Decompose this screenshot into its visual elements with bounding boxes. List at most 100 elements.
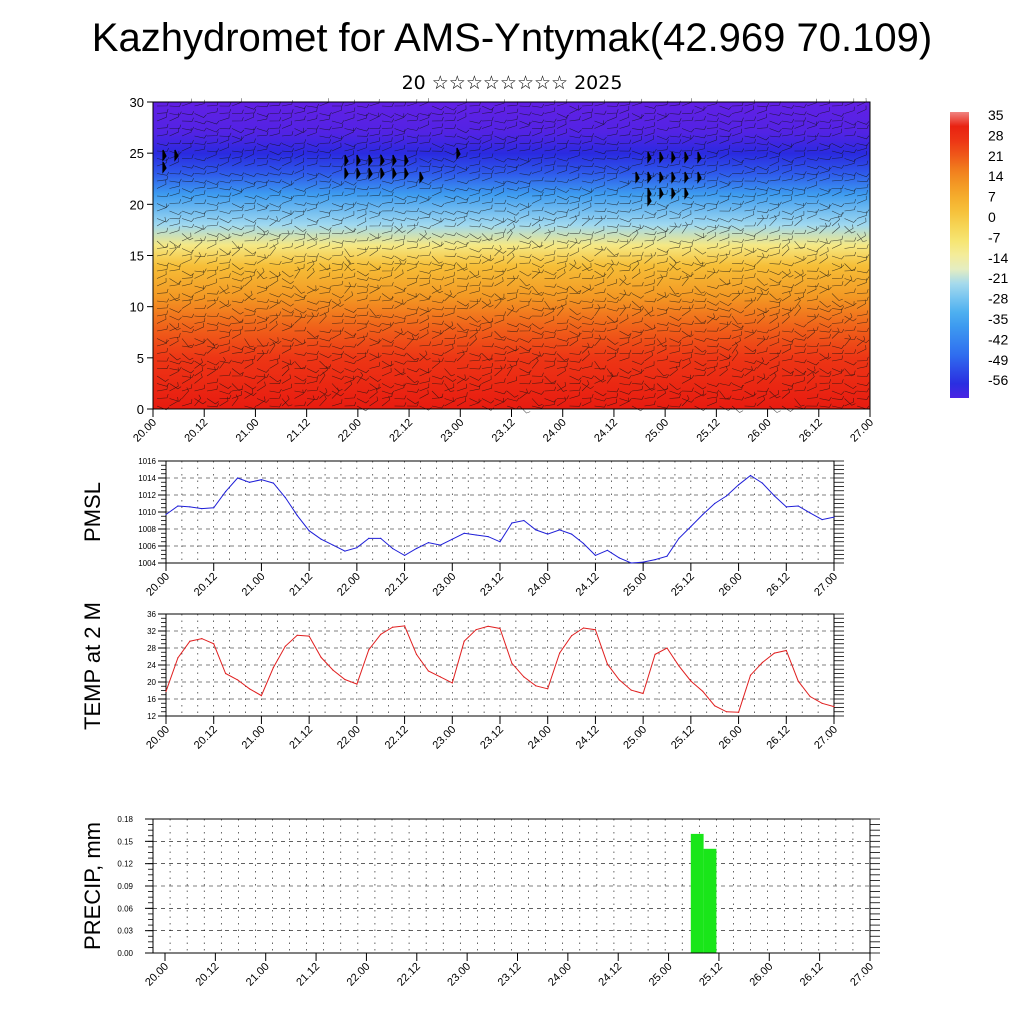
wind-barb xyxy=(319,343,332,348)
wind-barb xyxy=(581,255,594,263)
wind-barb xyxy=(606,393,619,399)
wind-flag xyxy=(659,187,664,200)
pmsl-point xyxy=(487,536,489,538)
temp-point xyxy=(487,625,489,627)
precip-ytick-label: 0.00 xyxy=(117,949,133,958)
xs-xtick-label: 20.00 xyxy=(131,417,159,445)
wind-barb xyxy=(219,371,231,377)
wind-barb xyxy=(681,146,694,152)
wind-barb xyxy=(569,151,580,159)
wind-barb xyxy=(381,102,394,107)
wind-barb xyxy=(219,322,232,327)
wind-barb xyxy=(294,139,307,144)
wind-barb xyxy=(456,363,469,369)
wind-barb xyxy=(306,395,315,407)
wind-barb xyxy=(556,366,566,377)
wind-barb xyxy=(719,307,732,312)
xs-ytick-label: 0 xyxy=(137,402,144,417)
wind-barb xyxy=(619,374,632,379)
wind-barb xyxy=(169,210,182,216)
wind-barb xyxy=(619,278,631,286)
wind-barb xyxy=(506,345,519,352)
wind-barb xyxy=(706,130,718,137)
temp-point xyxy=(248,688,251,690)
wind-barb xyxy=(706,349,719,354)
wind-barb xyxy=(694,262,707,267)
wind-barb xyxy=(469,383,482,388)
wind-barb xyxy=(169,333,181,339)
wind-barb xyxy=(506,143,517,152)
wind-barb xyxy=(769,299,782,304)
wind-barb xyxy=(294,313,303,324)
wind-barb xyxy=(219,179,232,184)
wind-barb xyxy=(656,337,667,347)
wind-barb xyxy=(619,263,632,268)
wind-barb xyxy=(644,400,656,407)
wind-barb xyxy=(406,167,418,174)
wind-barb xyxy=(406,318,419,324)
wind-barb xyxy=(506,338,520,342)
wind-barb xyxy=(156,325,168,332)
wind-barb xyxy=(181,250,193,257)
wind-barb xyxy=(381,321,395,326)
wind-barb xyxy=(294,257,306,264)
wind-barb xyxy=(181,128,192,137)
wind-barb xyxy=(244,105,257,110)
wind-barb xyxy=(506,390,519,398)
wind-barb xyxy=(169,102,182,107)
wind-barb xyxy=(531,158,542,167)
wind-barb xyxy=(306,285,317,294)
wind-barb xyxy=(444,174,455,182)
wind-barb xyxy=(406,309,418,317)
wind-barb xyxy=(594,297,607,302)
wind-barb xyxy=(544,270,557,276)
wind-barb xyxy=(731,117,744,122)
wind-barb xyxy=(856,338,870,344)
wind-barb xyxy=(619,147,632,152)
wind-barb xyxy=(469,126,482,131)
wind-barb xyxy=(294,389,304,399)
wind-barb xyxy=(306,330,319,338)
pmsl-xtick-label: 26.00 xyxy=(717,571,745,599)
wind-barb xyxy=(169,265,181,272)
xs-ytick-label: 30 xyxy=(130,95,144,110)
wind-barb xyxy=(594,397,607,402)
wind-barb xyxy=(619,289,627,302)
wind-barb xyxy=(344,255,355,265)
wind-barb xyxy=(306,350,319,355)
wind-barb xyxy=(819,334,831,339)
wind-barb xyxy=(419,314,429,324)
temp-point xyxy=(726,711,728,713)
wind-barb xyxy=(656,293,670,298)
wind-barb xyxy=(619,239,629,249)
wind-barb xyxy=(244,326,257,332)
wind-barb xyxy=(156,192,169,197)
wind-barb xyxy=(394,259,402,272)
wind-barb xyxy=(494,187,504,197)
wind-barb xyxy=(606,259,614,272)
wind-barb xyxy=(706,362,718,369)
xs-xtick-label: 22.12 xyxy=(387,417,415,445)
wind-barb xyxy=(831,143,845,149)
wind-barb xyxy=(231,299,245,304)
wind-barb xyxy=(644,148,657,153)
wind-barb xyxy=(506,274,519,279)
wind-barb xyxy=(219,153,231,159)
wind-barb xyxy=(706,253,720,258)
temp-point xyxy=(618,679,620,681)
wind-barb xyxy=(256,242,268,249)
wind-barb xyxy=(331,299,341,309)
wind-barb xyxy=(281,219,293,227)
temp-point xyxy=(260,695,262,697)
wind-barb xyxy=(794,189,806,197)
wind-barb xyxy=(506,304,515,317)
wind-barb xyxy=(519,270,532,277)
wind-barb xyxy=(356,143,367,152)
wind-barb xyxy=(619,180,632,185)
wind-barb xyxy=(481,204,493,212)
wind-barb xyxy=(569,165,580,174)
wind-barb xyxy=(594,99,605,107)
wind-barb xyxy=(656,227,668,234)
wind-barb xyxy=(731,325,743,332)
wind-barb xyxy=(344,158,355,167)
